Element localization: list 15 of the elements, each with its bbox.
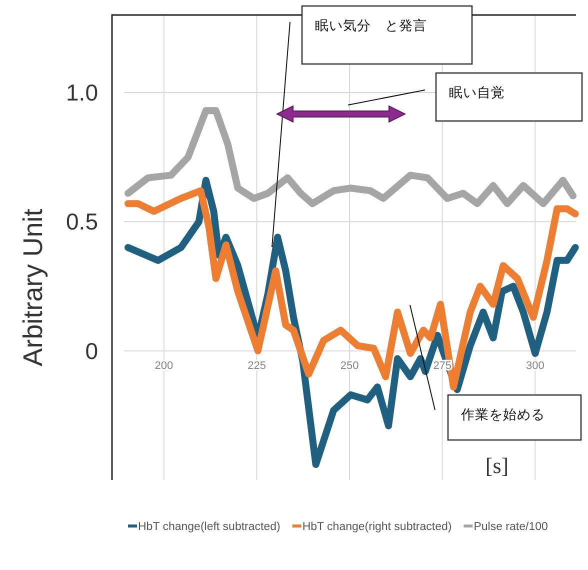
y-tick-label: 0.5 — [66, 208, 98, 235]
xtick: 300 — [526, 360, 544, 372]
xtick: 250 — [340, 360, 359, 372]
annotation: 眠い気分 と発言 — [315, 18, 427, 33]
xtick: 225 — [248, 360, 266, 372]
legend-label: Pulse rate/100 — [474, 521, 548, 533]
legend-label: HbT change(left subtracted) — [138, 521, 281, 533]
legend-label: HbT change(right subtracted) — [302, 521, 452, 533]
xtick: 200 — [154, 360, 174, 372]
y-axis-title: Arbitrary Unit — [18, 208, 48, 366]
annotation: 作業を始める — [460, 407, 545, 422]
y-tick-label: 0 — [85, 338, 98, 364]
y-tick-label: 1.0 — [66, 80, 98, 106]
annotation: 眠い自覚 — [449, 85, 505, 100]
x-axis-title: [s] — [485, 453, 509, 478]
